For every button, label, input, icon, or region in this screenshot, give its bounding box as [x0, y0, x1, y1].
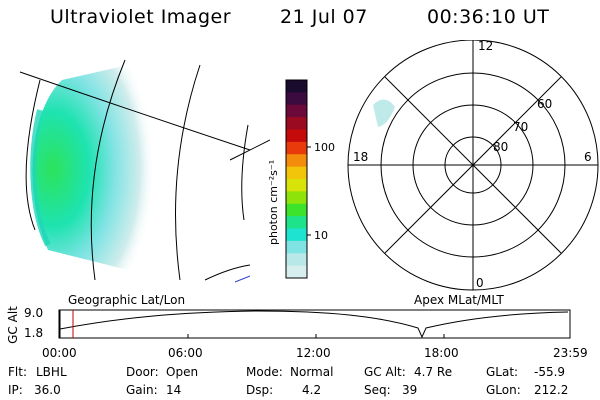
colorbar-segment	[286, 216, 307, 229]
colorbar-unit-label: photon cm⁻²s⁻¹	[267, 160, 280, 245]
polar-mlat-mlt-panel: 12 18 6 0 60 70 80	[347, 40, 599, 291]
apex-panel-label: Apex MLat/MLT	[414, 293, 504, 307]
lat-label-80: 80	[493, 140, 508, 154]
colorbar-segment	[286, 240, 307, 254]
image-time: 00:36:10 UT	[427, 6, 550, 28]
image-date: 21 Jul 07	[280, 6, 368, 28]
colorbar-segment	[286, 92, 307, 106]
polar-aurora-patch	[373, 99, 395, 127]
xtick-0600: 06:00	[168, 346, 203, 360]
longitude-line	[90, 59, 126, 281]
dsp-value: 4.2	[302, 383, 322, 397]
longitude-line	[175, 64, 201, 281]
colorbar-gradient	[286, 80, 307, 279]
aurora-bright-edge	[30, 109, 51, 247]
colorbar-segment	[286, 228, 307, 242]
flt-value: LBHL	[36, 365, 67, 379]
instrument-title: Ultraviolet Imager	[50, 6, 232, 28]
dsp-label: Dsp:	[246, 383, 274, 397]
aurora-emission	[32, 60, 169, 278]
coastline	[204, 264, 251, 281]
longitude-line	[25, 79, 41, 231]
gc-alt-value: 4.7 Re	[414, 365, 453, 379]
altitude-ytick-min: 1.8	[24, 326, 44, 340]
ip-value: 36.0	[34, 383, 61, 397]
altitude-plot[interactable]	[58, 306, 573, 348]
meridian-line	[384, 76, 562, 254]
glon-label: GLon:	[486, 383, 521, 397]
colorbar-segment	[286, 80, 307, 93]
xtick-1200: 12:00	[296, 346, 331, 360]
colorbar-tick-10: 10	[314, 229, 328, 242]
mlt-label-0: 0	[476, 276, 484, 290]
altitude-curve	[59, 310, 569, 339]
mode-value: Normal	[290, 365, 334, 379]
seq-label: Seq:	[364, 383, 391, 397]
xtick-1800: 18:00	[424, 346, 459, 360]
colorbar-tick-100: 100	[314, 141, 335, 154]
colorbar-segment	[286, 104, 307, 118]
ip-label: IP:	[8, 383, 23, 397]
coastline	[234, 275, 251, 283]
gc-alt-label: GC Alt:	[364, 365, 406, 379]
colorbar-segment	[286, 265, 307, 279]
glon-value: 212.2	[534, 383, 569, 397]
mode-label: Mode:	[246, 365, 283, 379]
colorbar: photon cm⁻²s⁻¹	[267, 79, 311, 279]
gain-value: 14	[166, 383, 182, 397]
altitude-axis-label: GC Alt	[5, 306, 20, 344]
glat-value: -55.9	[534, 365, 566, 379]
colorbar-segment	[286, 253, 307, 267]
colorbar-segment	[286, 117, 307, 130]
mlt-label-18: 18	[353, 150, 368, 164]
lat-label-60: 60	[537, 97, 552, 111]
latitude-line	[229, 139, 270, 161]
mlt-label-12: 12	[478, 40, 493, 53]
colorbar-segment	[286, 154, 307, 168]
longitude-line	[241, 124, 249, 221]
colorbar-segment	[286, 129, 307, 143]
colorbar-segment	[286, 179, 307, 192]
xtick-2359: 23:59	[553, 346, 588, 360]
geographic-panel-label: Geographic Lat/Lon	[68, 293, 186, 307]
mlt-label-6: 6	[584, 150, 592, 164]
glat-label: GLat:	[486, 365, 519, 379]
door-value: Open	[166, 365, 199, 379]
gain-label: Gain:	[126, 383, 158, 397]
geographic-image-panel	[19, 59, 270, 283]
latitude-line	[19, 71, 251, 151]
colorbar-segment	[286, 166, 307, 180]
xtick-0000: 00:00	[42, 346, 77, 360]
lat-label-70: 70	[513, 120, 528, 134]
colorbar-segment	[286, 191, 307, 205]
seq-value: 39	[402, 383, 418, 397]
colorbar-segment	[286, 203, 307, 217]
door-label: Door:	[126, 365, 159, 379]
altitude-ytick-max: 9.0	[24, 306, 44, 320]
altitude-plot-frame	[58, 309, 571, 339]
flt-label: Flt:	[8, 365, 27, 379]
colorbar-segment	[286, 141, 307, 155]
